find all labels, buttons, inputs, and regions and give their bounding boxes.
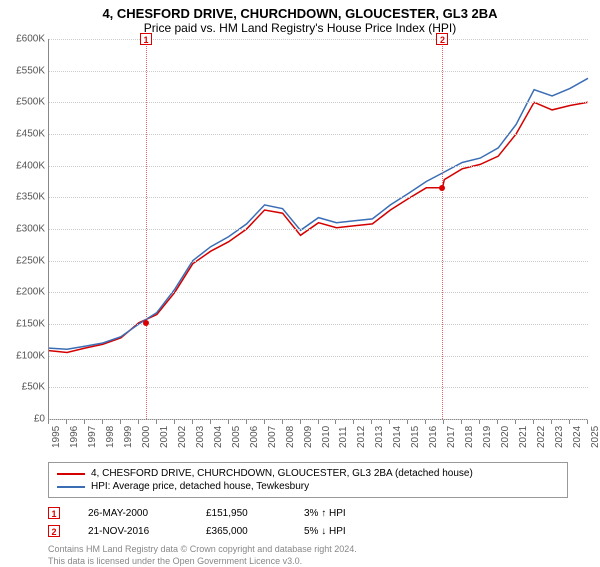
event-price: £365,000 (206, 526, 276, 537)
x-tick-label: 2014 (392, 426, 403, 448)
x-tick-label: 2022 (536, 426, 547, 448)
event-row: 2 21-NOV-2016 £365,000 5% ↓ HPI (48, 522, 568, 540)
y-tick-label: £0 (3, 414, 45, 425)
y-tick-label: £300K (3, 224, 45, 235)
chart-container: 4, CHESFORD DRIVE, CHURCHDOWN, GLOUCESTE… (0, 0, 600, 560)
event-marker-icon: 1 (48, 507, 60, 519)
x-tick-label: 2011 (338, 426, 349, 448)
x-tick-label: 2020 (500, 426, 511, 448)
y-tick-label: £500K (3, 97, 45, 108)
footnote-line: This data is licensed under the Open Gov… (48, 556, 568, 567)
x-tick-label: 1999 (123, 426, 134, 448)
x-tick-label: 2025 (590, 426, 600, 448)
x-tick-label: 2012 (356, 426, 367, 448)
y-tick-label: £350K (3, 192, 45, 203)
y-tick-label: £400K (3, 160, 45, 171)
series-line (49, 78, 588, 349)
x-tick-label: 2007 (267, 426, 278, 448)
y-tick-label: £100K (3, 350, 45, 361)
x-tick-label: 2006 (249, 426, 260, 448)
event-price: £151,950 (206, 508, 276, 519)
x-tick-label: 2024 (572, 426, 583, 448)
chart-subtitle: Price paid vs. HM Land Registry's House … (0, 21, 600, 39)
event-note: 3% ↑ HPI (304, 508, 346, 519)
x-tick-label: 2000 (141, 426, 152, 448)
footnote: Contains HM Land Registry data © Crown c… (48, 544, 568, 567)
x-tick-label: 2001 (159, 426, 170, 448)
event-point-dot (143, 320, 149, 326)
x-tick-label: 2005 (231, 426, 242, 448)
x-tick-label: 2003 (195, 426, 206, 448)
legend-item: HPI: Average price, detached house, Tewk… (57, 480, 559, 493)
event-point-dot (439, 185, 445, 191)
series-line (49, 102, 588, 352)
y-tick-label: £200K (3, 287, 45, 298)
x-tick-label: 2010 (321, 426, 332, 448)
x-tick-label: 1998 (105, 426, 116, 448)
legend-swatch (57, 486, 85, 488)
y-tick-label: £450K (3, 129, 45, 140)
x-tick-label: 2009 (303, 426, 314, 448)
y-tick-label: £50K (3, 382, 45, 393)
event-marker-flag: 2 (436, 33, 448, 45)
x-tick-label: 2018 (464, 426, 475, 448)
x-tick-label: 2008 (285, 426, 296, 448)
x-axis-labels: 1995 1996 1997 1998 1999 2000 2001 2002 2003 2004… (48, 420, 588, 454)
event-row: 1 26-MAY-2000 £151,950 3% ↑ HPI (48, 504, 568, 522)
x-tick-label: 2021 (518, 426, 529, 448)
x-tick-label: 2019 (482, 426, 493, 448)
x-tick-label: 2016 (428, 426, 439, 448)
x-tick-label: 2015 (410, 426, 421, 448)
event-marker-flag: 1 (140, 33, 152, 45)
event-date: 21-NOV-2016 (88, 526, 178, 537)
x-tick-label: 1995 (51, 426, 62, 448)
chart-title: 4, CHESFORD DRIVE, CHURCHDOWN, GLOUCESTE… (0, 0, 600, 21)
legend-label: HPI: Average price, detached house, Tewk… (91, 481, 309, 492)
plot-area: £0£50K£100K£150K£200K£250K£300K£350K£400… (48, 39, 588, 420)
x-tick-label: 2017 (446, 426, 457, 448)
x-tick-label: 2013 (374, 426, 385, 448)
event-marker-icon: 2 (48, 525, 60, 537)
x-tick-label: 1997 (87, 426, 98, 448)
y-tick-label: £600K (3, 34, 45, 45)
x-tick-label: 1996 (69, 426, 80, 448)
legend: 4, CHESFORD DRIVE, CHURCHDOWN, GLOUCESTE… (48, 462, 568, 498)
x-tick-label: 2004 (213, 426, 224, 448)
footnote-line: Contains HM Land Registry data © Crown c… (48, 544, 568, 556)
x-tick-label: 2002 (177, 426, 188, 448)
event-note: 5% ↓ HPI (304, 526, 346, 537)
y-tick-label: £250K (3, 255, 45, 266)
event-table: 1 26-MAY-2000 £151,950 3% ↑ HPI 2 21-NOV-2016… (48, 504, 568, 540)
x-tick-label: 2023 (554, 426, 565, 448)
y-tick-label: £150K (3, 319, 45, 330)
y-tick-label: £550K (3, 65, 45, 76)
legend-swatch (57, 473, 85, 475)
legend-item: 4, CHESFORD DRIVE, CHURCHDOWN, GLOUCESTE… (57, 467, 559, 480)
event-date: 26-MAY-2000 (88, 508, 178, 519)
legend-label: 4, CHESFORD DRIVE, CHURCHDOWN, GLOUCESTE… (91, 468, 473, 479)
